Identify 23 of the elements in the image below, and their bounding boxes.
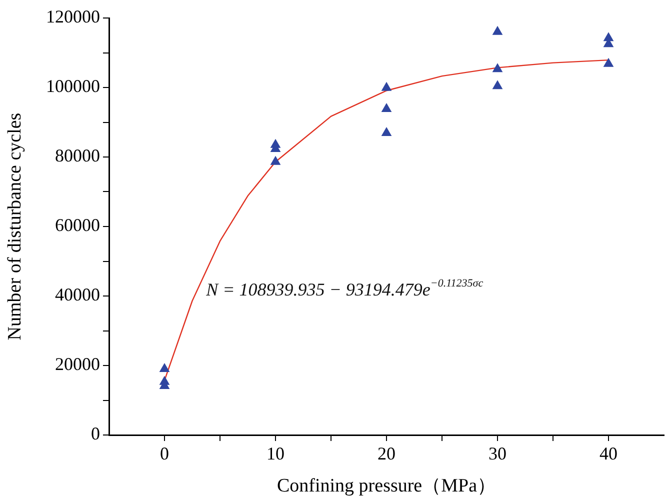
- x-tick-label: 10: [266, 444, 284, 464]
- y-tick-label: 80000: [55, 146, 100, 166]
- point: [270, 156, 281, 165]
- x-tick-label: 40: [600, 444, 618, 464]
- y-tick-label: 20000: [55, 354, 100, 374]
- point: [381, 103, 392, 112]
- y-tick-label: 60000: [55, 215, 100, 236]
- y-tick-label: 120000: [46, 6, 100, 27]
- point: [492, 26, 503, 35]
- point: [492, 63, 503, 72]
- y-tick-label: 40000: [55, 284, 100, 305]
- point: [603, 58, 614, 67]
- y-axis-title: Number of disturbance cycles: [4, 112, 26, 340]
- y-tick-label: 100000: [46, 76, 100, 96]
- y-tick-label: 0: [91, 424, 100, 444]
- x-axis-title: Confining pressure（MPa）: [276, 476, 496, 497]
- x-tick-label: 20: [378, 444, 396, 464]
- point: [381, 82, 392, 91]
- x-tick-label: 30: [488, 444, 506, 464]
- point: [381, 127, 392, 136]
- point: [492, 80, 503, 90]
- point: [159, 362, 170, 372]
- x-tick-label: 0: [160, 444, 169, 464]
